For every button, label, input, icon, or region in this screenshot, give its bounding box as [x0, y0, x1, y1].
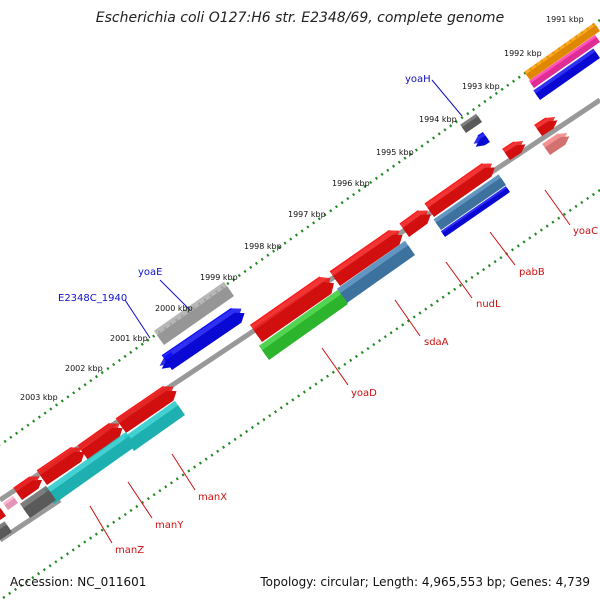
gene-label-leader-pabB — [489, 231, 516, 266]
gene-yoaD — [249, 276, 334, 342]
gene-manZ-gray — [19, 485, 56, 518]
gene-E2348C_1940 — [161, 307, 245, 370]
map-title: Escherichia coli O127:H6 str. E2348/69, … — [95, 10, 505, 26]
gene-orange-1991 — [524, 22, 600, 80]
kbp-tick-label: 2001 kbp — [110, 334, 148, 343]
kbp-tick-label: 1994 kbp — [419, 115, 457, 124]
gene-manZ-red — [13, 476, 43, 500]
gene-label-leader-nudL — [445, 261, 473, 299]
kbp-tick-label: 2002 kbp — [65, 364, 103, 373]
gene-label-pabB: pabB — [519, 267, 545, 278]
gene-label-manZ: manZ — [115, 545, 144, 556]
gene-manY-cyan — [43, 431, 136, 504]
gene-pabB-c — [440, 186, 510, 237]
gene-label-yoaD: yoaD — [351, 388, 377, 399]
inner-tick-track — [0, 188, 600, 600]
gene-label-yoaC: yoaC — [573, 226, 598, 237]
gene-yoaD-b — [258, 289, 348, 360]
gene-manY-red2 — [36, 446, 85, 485]
gene-label-leader-yoaC — [544, 189, 571, 226]
gene-label-manX: manX — [198, 492, 227, 503]
kbp-tick-label: 1991 kbp — [546, 15, 584, 24]
gene-yoaH-arrow — [473, 132, 490, 147]
kbp-tick-label: 2003 kbp — [20, 393, 58, 402]
kbp-tick-label: 1995 kbp — [376, 148, 414, 157]
gene-label-leader-yoaH — [431, 79, 463, 117]
kbp-tick-label: 1999 kbp — [200, 273, 238, 282]
kbp-tick-label: 2000 kbp — [155, 304, 193, 313]
gene-label-leader-yoaE — [159, 279, 191, 311]
gene-sdaA-b — [336, 240, 415, 303]
gene-label-leader-manZ — [89, 505, 113, 544]
gene-pabB-b — [433, 174, 506, 230]
gene-manY-red — [77, 422, 123, 460]
gene-small-blue-arrow — [159, 352, 178, 369]
gene-label-leader-e2348c_1940 — [124, 299, 151, 339]
gene-yoaC-1 — [534, 117, 558, 136]
gene-pink-small — [2, 495, 18, 510]
gene-label-e2348c_1940: E2348C_1940 — [58, 293, 127, 304]
gene-label-nudL: nudL — [476, 299, 501, 310]
gene-nudL — [399, 210, 431, 237]
gene-yoaE — [153, 281, 234, 345]
gene-manX — [115, 385, 177, 433]
gene-magenta-1991 — [528, 34, 600, 88]
gene-label-sdaA: sdaA — [424, 337, 449, 348]
accession-label: Accession: NC_011601 — [10, 575, 147, 589]
kbp-tick-label: 1998 kbp — [244, 242, 282, 251]
gene-pabB — [424, 163, 495, 217]
gene-red-1995 — [502, 141, 526, 160]
gene-label-yoaH: yoaH — [405, 74, 431, 85]
kbp-tick-label: 1993 kbp — [462, 82, 500, 91]
gene-manX-b — [123, 400, 185, 451]
outer-tick-track — [0, 18, 600, 447]
gene-red-edge — [0, 507, 6, 520]
kbp-tick-label: 1996 kbp — [332, 179, 370, 188]
gene-blue-1991 — [533, 48, 600, 100]
gene-gray-edge — [0, 521, 12, 540]
gene-sdaA — [329, 229, 403, 286]
gene-label-manY: manY — [155, 520, 184, 531]
kbp-tick-label: 1992 kbp — [504, 49, 542, 58]
gene-label-yoaE: yoaE — [138, 267, 162, 278]
gene-label-leader-manX — [171, 453, 196, 491]
gene-yoaC-2 — [542, 133, 570, 155]
gene-label-leader-sdaA — [394, 299, 421, 337]
kbp-tick-label: 1997 kbp — [288, 210, 326, 219]
topology-summary: Topology: circular; Length: 4,965,553 bp… — [260, 575, 590, 589]
gene-label-leader-manY — [127, 481, 153, 519]
gene-label-leader-yoaD — [321, 347, 349, 386]
gene-yoaH — [460, 113, 482, 133]
